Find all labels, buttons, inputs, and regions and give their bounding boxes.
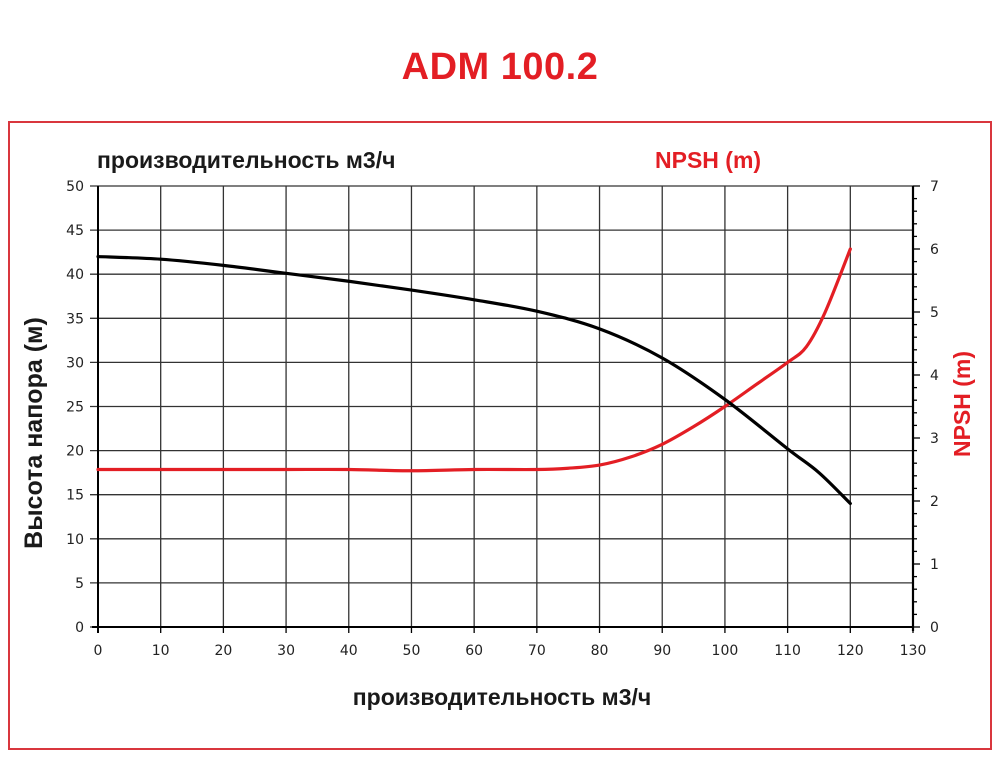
x-tick-label: 10 [152,643,170,659]
y-tick-label: 20 [66,444,84,460]
x-tick-label: 120 [837,643,864,659]
x-tick-label: 110 [774,643,801,659]
top-left-axis-label: производительность м3/ч [97,147,395,173]
x-tick-label: 20 [214,643,232,659]
x-tick-label: 70 [528,643,546,659]
y2-tick-label: 3 [930,431,939,447]
x-tick-label: 50 [403,643,421,659]
y-tick-label: 0 [75,620,84,636]
x-tick-label: 30 [277,643,295,659]
x-tick-label: 90 [653,643,671,659]
head-curve [96,254,852,506]
x-tick-label: 0 [94,643,103,659]
chart-frame [8,121,992,750]
x-tick-label: 60 [465,643,483,659]
x-axis-label: производительность м3/ч [353,684,651,710]
x-axis-ticks: 0 10 20 30 40 50 60 70 80 90 100 110 120 130 [94,643,927,659]
y2-axis-ticks: 0 1 2 3 4 5 6 7 [930,179,939,636]
x-tick-label: 80 [591,643,609,659]
y2-tick-label: 7 [930,179,939,195]
grid-lines [90,185,914,628]
y2-tick-label: 1 [930,557,939,573]
y-tick-label: 35 [66,311,84,327]
y2-axis-label: NPSH (m) [949,351,975,457]
y-tick-label: 50 [66,179,84,195]
top-right-npsh-label: NPSH (m) [655,147,761,173]
y-tick-label: 10 [66,532,84,548]
y2-tick-label: 6 [930,242,939,258]
y-tick-label: 25 [66,400,84,416]
y-tick-label: 15 [66,488,84,504]
y-tick-label: 5 [75,576,84,592]
y-tick-label: 40 [66,267,84,283]
y-axis-ticks: 0 5 10 15 20 25 30 35 40 45 50 [66,179,84,636]
axes [92,185,920,633]
y-tick-label: 30 [66,355,84,371]
y-axis-label: Высота напора (м) [20,317,48,549]
x-tick-label: 100 [712,643,739,659]
chart-title: ADM 100.2 [401,46,599,88]
y2-tick-label: 5 [930,305,939,321]
y2-tick-label: 2 [930,494,939,510]
y-tick-label: 45 [66,223,84,239]
x-tick-label: 40 [340,643,358,659]
x-tick-label: 130 [900,643,927,659]
y2-tick-label: 4 [930,368,939,384]
npsh-curve [96,247,852,473]
y2-tick-label: 0 [930,620,939,636]
